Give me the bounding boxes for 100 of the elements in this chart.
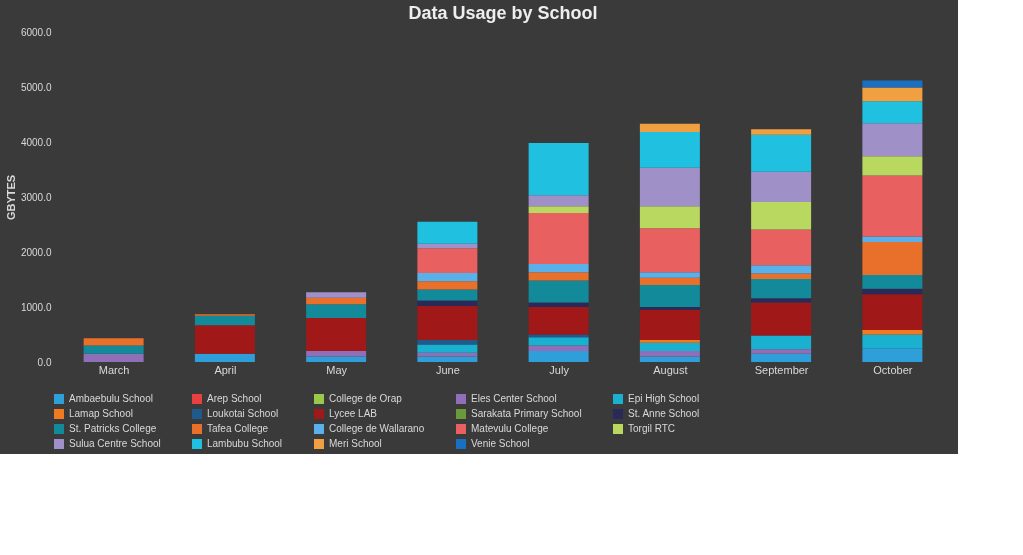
bar [306, 292, 367, 298]
bar [417, 272, 478, 282]
bar [862, 348, 923, 362]
legend-label: Eles Center School [471, 393, 557, 404]
bar [639, 123, 700, 133]
bar [862, 236, 923, 243]
bar [639, 206, 700, 229]
bar [306, 356, 367, 362]
y-tick-label: 0.0 [37, 356, 52, 368]
bar [751, 273, 812, 279]
legend-label: Sarakata Primary School [471, 408, 582, 419]
legend-label: St. Patricks College [69, 423, 157, 434]
x-tick-label: April [214, 363, 237, 376]
bar [862, 175, 923, 237]
bar [417, 305, 478, 340]
bar [306, 304, 367, 318]
chart-title: Data Usage by School [408, 3, 598, 23]
bar [83, 338, 144, 346]
bar [862, 288, 923, 295]
bar [417, 281, 478, 290]
bar [528, 195, 589, 207]
bar [528, 280, 589, 303]
bar [528, 272, 589, 281]
bar [306, 318, 367, 351]
bar [194, 353, 255, 362]
bar [528, 351, 589, 362]
bar [83, 353, 144, 362]
x-tick-label: June [435, 363, 460, 376]
bar [639, 272, 700, 278]
legend-label: Ambaebulu School [69, 393, 153, 404]
bar [751, 353, 812, 362]
x-tick-label: August [653, 363, 688, 376]
bar [862, 123, 923, 157]
bar [751, 134, 812, 172]
bar [417, 356, 478, 362]
bar [639, 132, 700, 168]
bar [417, 300, 478, 306]
bar [639, 285, 700, 307]
legend-label: Arep School [207, 393, 262, 404]
y-tick-label: 5000.0 [20, 81, 52, 93]
bar [751, 298, 812, 303]
y-tick-label: 6000.0 [20, 26, 52, 38]
bar [417, 289, 478, 301]
bar [528, 345, 589, 351]
bar [639, 309, 700, 340]
x-tick-label: March [98, 363, 130, 376]
bar [862, 294, 923, 331]
legend-label: St. Anne School [628, 408, 700, 419]
y-tick-label: 3000.0 [20, 191, 52, 203]
legend-label: Meri School [329, 438, 382, 449]
legend-label: College de Orap [329, 393, 403, 404]
bar [751, 302, 812, 336]
legend-label: Sulua Centre School [69, 438, 161, 449]
bar [639, 167, 700, 207]
bar [751, 265, 812, 274]
bar [417, 352, 478, 357]
bar [639, 228, 700, 273]
y-tick-label: 4000.0 [20, 136, 52, 148]
bar [639, 307, 700, 310]
bar [862, 101, 923, 124]
legend-label: Epi High School [628, 393, 700, 404]
x-tick-label: October [873, 363, 913, 376]
bar [862, 275, 923, 289]
bar [751, 129, 812, 135]
bar [639, 351, 700, 357]
bar [751, 349, 812, 354]
bar [862, 156, 923, 176]
legend-label: Matevulu College [471, 423, 549, 434]
legend-label: College de Wallarano [329, 423, 425, 434]
bar [83, 345, 144, 354]
y-tick-label: 2000.0 [20, 246, 52, 258]
bar [417, 221, 478, 244]
bar [306, 351, 367, 357]
x-tick-label: July [549, 363, 570, 376]
bar [751, 278, 812, 299]
bar [528, 212, 589, 265]
y-tick-label: 1000.0 [20, 301, 52, 313]
bar [417, 340, 478, 345]
legend-label: Loukotai School [207, 408, 279, 419]
y-axis-title: GBYTES [4, 174, 17, 221]
bar [528, 307, 589, 335]
bar [862, 242, 923, 276]
bar [751, 201, 812, 230]
bar [417, 344, 478, 353]
bar [751, 335, 812, 350]
bar [417, 248, 478, 273]
bar [417, 243, 478, 249]
bar [639, 340, 700, 343]
bar [306, 297, 367, 305]
legend-label: Venie School [471, 438, 530, 449]
x-tick-label: May [326, 363, 348, 376]
bar [639, 342, 700, 351]
legend-label: Tafea College [207, 423, 269, 434]
bar [862, 80, 923, 88]
bar [528, 206, 589, 213]
x-tick-label: September [754, 363, 809, 376]
bar [194, 315, 255, 326]
bar [639, 277, 700, 285]
bar [862, 87, 923, 102]
legend-label: Lamap School [69, 408, 133, 419]
